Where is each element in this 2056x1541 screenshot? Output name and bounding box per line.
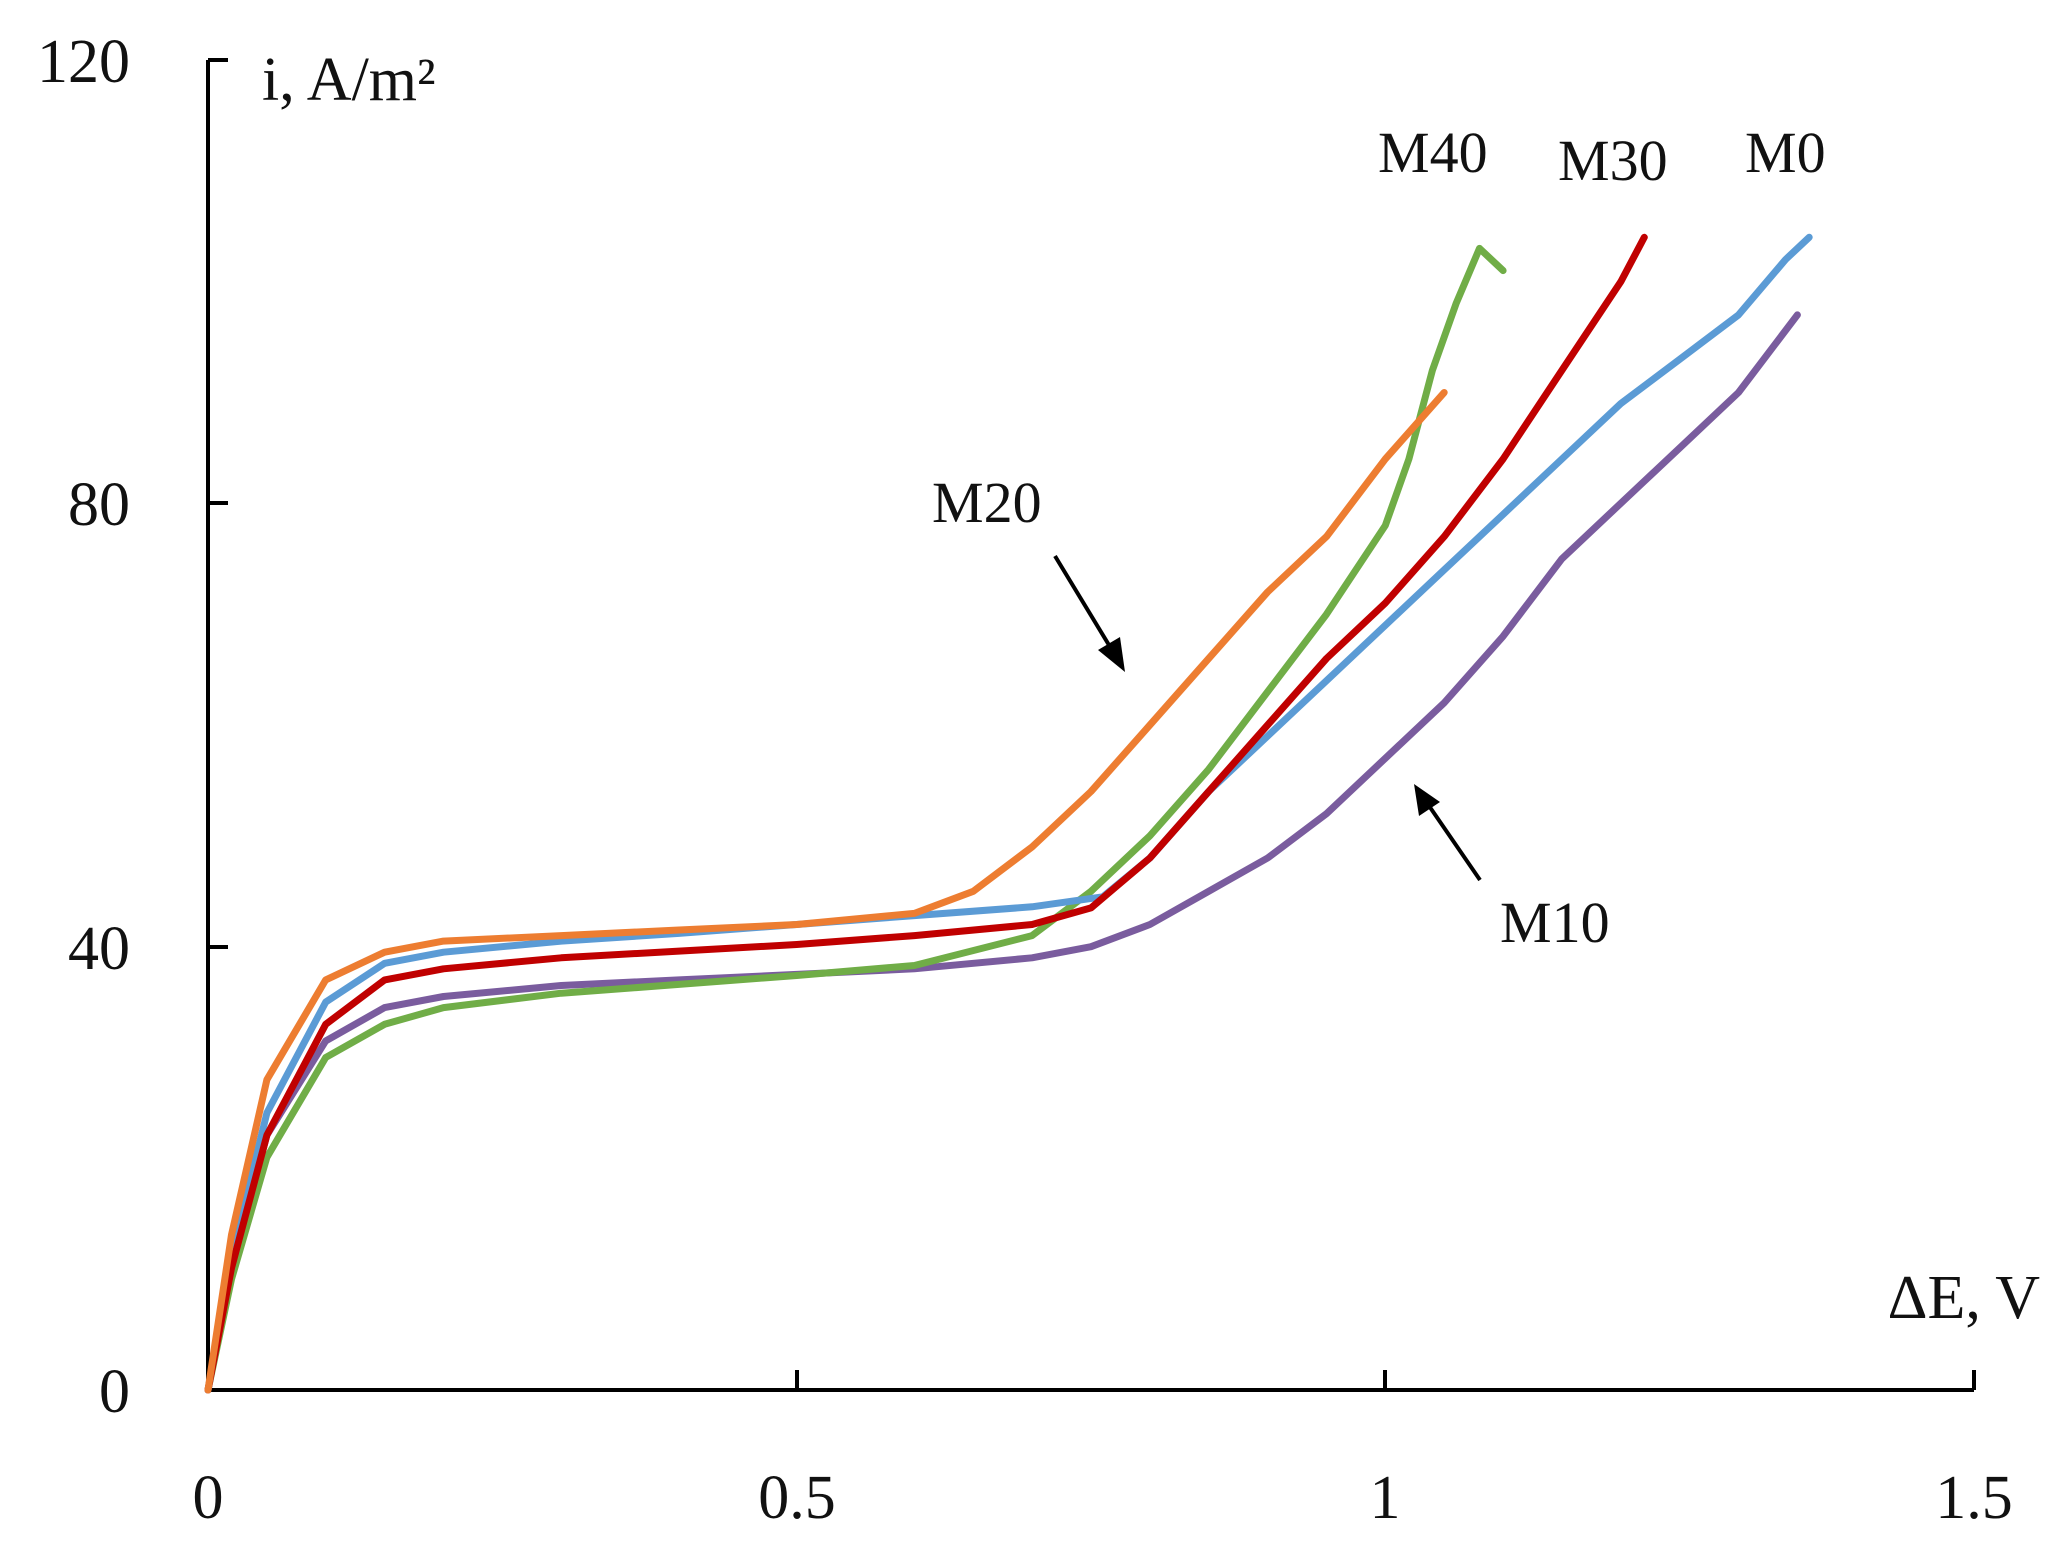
series-line-m0 — [204, 233, 1813, 1394]
x-tick-label-0.5: 0.5 — [758, 1464, 836, 1532]
y-tick-label-120: 120 — [37, 28, 130, 96]
x-tick-label-1: 1 — [1370, 1464, 1401, 1532]
series-label-m20: M20 — [932, 470, 1042, 535]
series-label-m30: M30 — [1558, 128, 1668, 193]
series-line-m20 — [204, 389, 1448, 1394]
m20-arrow — [1053, 554, 1117, 657]
series-label-m10: M10 — [1500, 890, 1610, 955]
series-label-m0: M0 — [1745, 120, 1826, 185]
y-tick-label-80: 80 — [68, 471, 130, 539]
m20-arrow-head — [1098, 637, 1125, 672]
m10-arrow-head — [1414, 784, 1440, 816]
m10-arrow — [1423, 798, 1482, 882]
series-label-m40: M40 — [1378, 120, 1488, 185]
x-axis-title: ΔE, V — [1888, 1264, 2041, 1332]
series-line-m10 — [204, 311, 1801, 1394]
x-tick-label-0: 0 — [193, 1464, 224, 1532]
y-axis-title: i, A/m² — [262, 46, 436, 114]
x-tick-label-1.5: 1.5 — [1935, 1464, 2013, 1532]
y-tick-label-40: 40 — [68, 915, 130, 983]
y-tick-label-0: 0 — [99, 1358, 130, 1426]
series-line-m40 — [204, 244, 1507, 1394]
series-group — [204, 233, 1813, 1394]
series-line-m30 — [204, 233, 1648, 1394]
